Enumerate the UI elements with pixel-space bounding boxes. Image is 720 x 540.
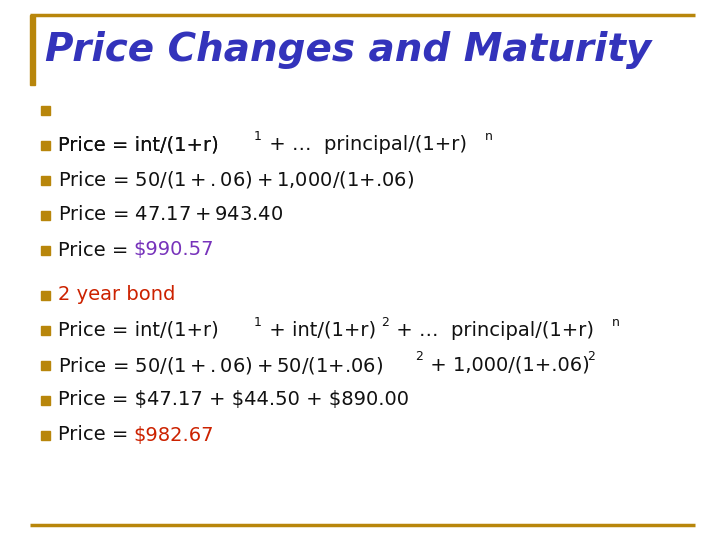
Bar [30,15,35,85]
Text: Price = int/(1+r): Price = int/(1+r) [58,321,219,340]
Bar [41,361,50,370]
Bar [41,431,50,440]
Text: Price =: Price = [58,240,135,260]
Bar [41,396,50,405]
Bar [41,246,50,255]
Bar [41,326,50,335]
Text: Price = $47.17 + $44.50 + $890.00: Price = $47.17 + $44.50 + $890.00 [58,390,409,409]
Text: $990.57: $990.57 [133,240,214,260]
Text: 2: 2 [381,315,389,328]
Text: Price = int/(1+r): Price = int/(1+r) [58,136,219,154]
Text: + …  principal/(1+r): + … principal/(1+r) [390,321,594,340]
Text: 2: 2 [587,350,595,363]
Text: Price =: Price = [58,426,135,444]
Text: Price = $50/(1+.06) + $1,000/(1+.06): Price = $50/(1+.06) + $1,000/(1+.06) [58,170,414,191]
Text: Price = $47.17 + $943.40: Price = $47.17 + $943.40 [58,206,283,225]
Bar [41,211,50,220]
Text: 2 year bond: 2 year bond [58,286,176,305]
Text: Price = $50/(1+.06) + $50/(1+.06): Price = $50/(1+.06) + $50/(1+.06) [58,354,383,375]
Text: n: n [612,315,620,328]
Text: Price Changes and Maturity: Price Changes and Maturity [45,31,652,69]
Text: n: n [485,131,493,144]
Text: 1: 1 [254,131,262,144]
Text: 1: 1 [254,315,262,328]
Bar [41,176,50,185]
Bar [41,106,50,115]
Text: + 1,000/(1+.06): + 1,000/(1+.06) [424,355,590,375]
Text: + int/(1+r): + int/(1+r) [263,321,376,340]
Text: + …  principal/(1+r): + … principal/(1+r) [263,136,467,154]
Bar [41,291,50,300]
Text: 2: 2 [415,350,423,363]
Bar [41,141,50,150]
Text: $982.67: $982.67 [133,426,214,444]
Text: Price = int/(1+r): Price = int/(1+r) [58,136,219,154]
